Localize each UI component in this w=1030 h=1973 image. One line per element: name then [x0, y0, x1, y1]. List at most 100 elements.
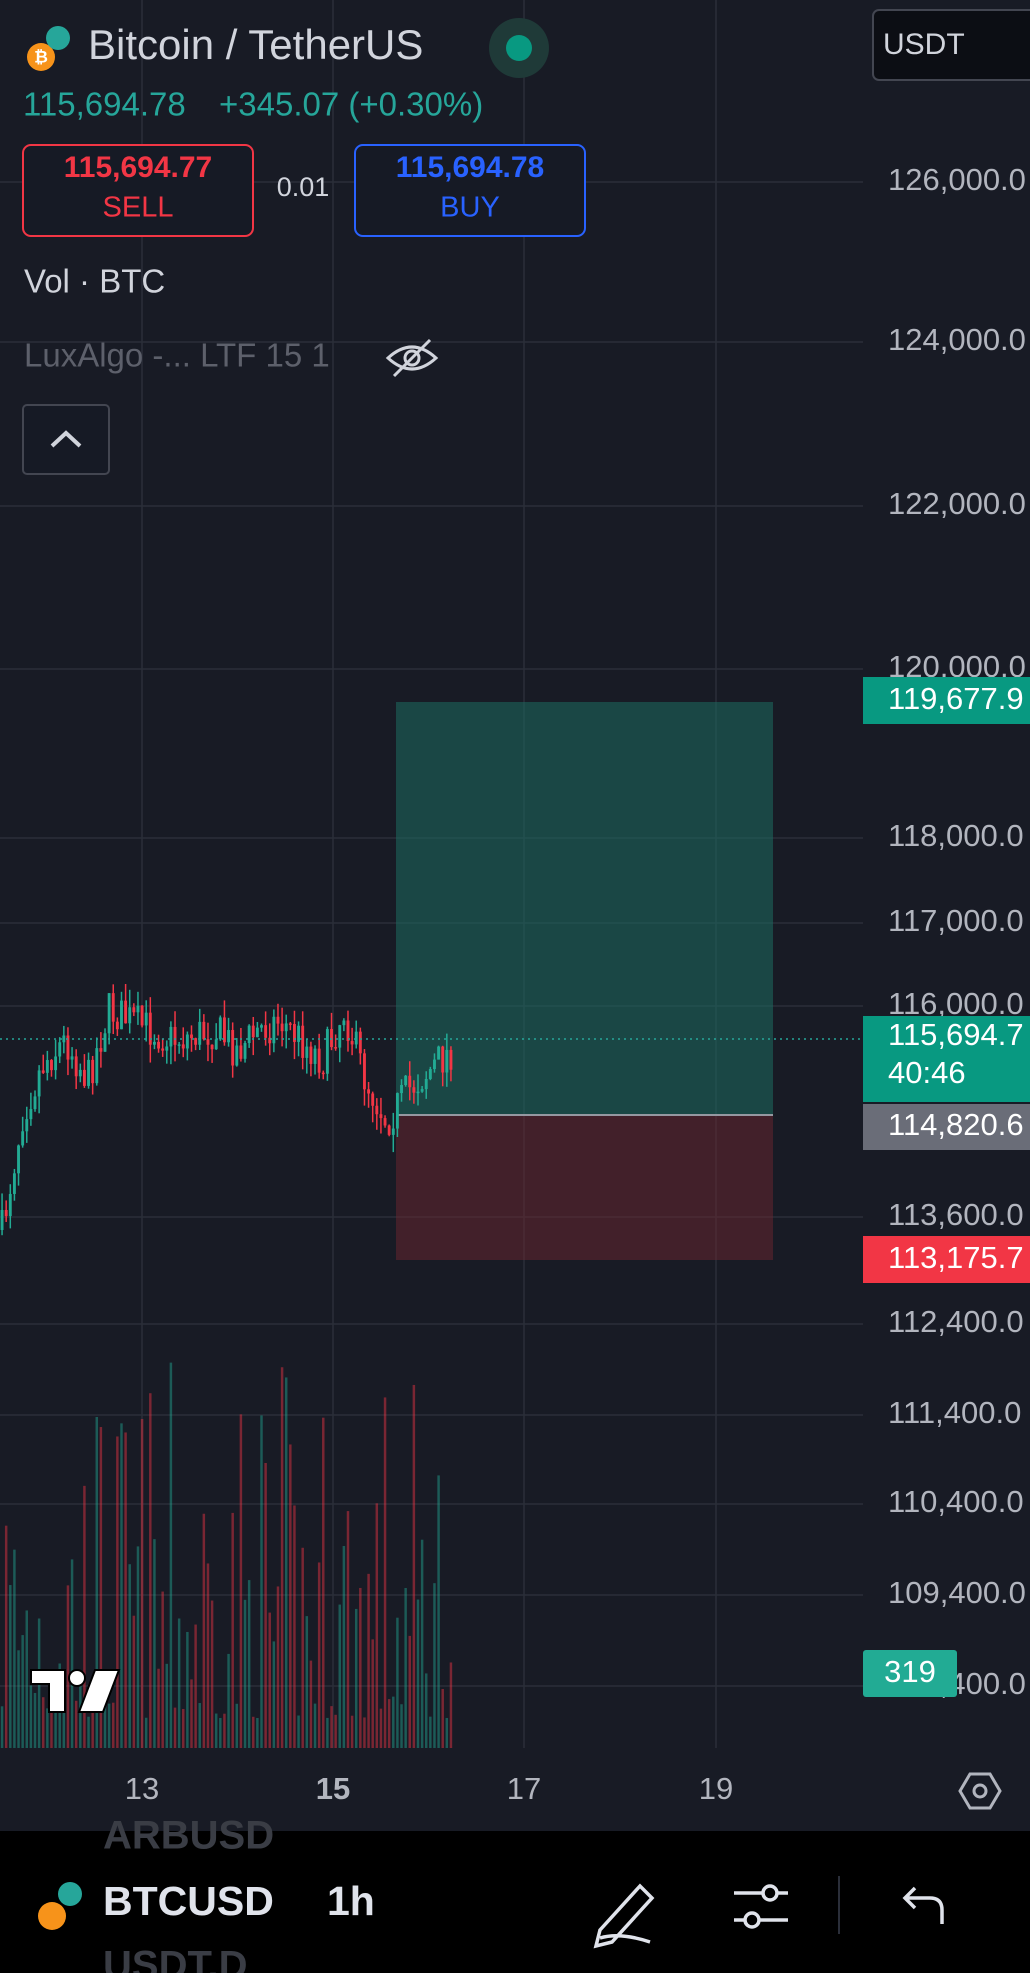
collapse-button[interactable]	[22, 404, 110, 475]
volume-bar	[359, 1587, 362, 1748]
candle-body	[358, 1031, 362, 1054]
current-tag	[863, 1016, 1030, 1102]
candle-body	[78, 1069, 82, 1077]
settings-button[interactable]	[958, 1772, 1002, 1810]
loss-zone[interactable]	[396, 1115, 773, 1260]
candle-body	[82, 1069, 86, 1086]
volume-bar	[0, 1706, 4, 1748]
candle-body	[62, 1035, 66, 1043]
volume-bar	[350, 1715, 354, 1748]
candle-body	[41, 1070, 45, 1073]
candle-body	[206, 1039, 210, 1045]
price-label: 126,000.0	[888, 162, 1026, 197]
volume-bar	[21, 1635, 24, 1748]
volume-bar	[153, 1539, 156, 1748]
volume-bar	[371, 1639, 374, 1748]
candle-body	[408, 1075, 412, 1088]
volume-bar	[54, 1711, 57, 1748]
volume-bar	[437, 1475, 440, 1748]
candle-body	[387, 1125, 391, 1135]
sell-price: 115,694.77	[64, 151, 213, 184]
drawing-tool-button[interactable]	[593, 1883, 655, 1949]
candle-body	[169, 1026, 173, 1047]
entry-price: 114,820.6	[888, 1107, 1024, 1142]
candle-body	[194, 1038, 198, 1045]
entry-tag	[863, 1104, 1030, 1150]
time-label: 19	[699, 1771, 733, 1806]
candle-body	[325, 1029, 329, 1074]
volume-bar	[375, 1503, 379, 1748]
volume-bar	[396, 1617, 399, 1748]
indicator-volume[interactable]: Vol · BTC	[24, 263, 165, 300]
symbol-title[interactable]: Bitcoin / TetherUS	[88, 21, 423, 68]
bar-countdown: 40:46	[888, 1055, 966, 1090]
volume-bar	[392, 1696, 395, 1748]
candle-body	[87, 1059, 90, 1086]
volume-bar	[107, 1703, 111, 1748]
target-price: 119,677.9	[888, 681, 1024, 716]
volume-bar	[424, 1673, 428, 1748]
volume-bar	[223, 1713, 226, 1748]
candle-body	[235, 1045, 239, 1066]
candle-body	[66, 1035, 70, 1060]
volume-bar	[103, 1701, 107, 1748]
candle-body	[276, 1016, 280, 1024]
current-price: 115,694.7	[888, 1017, 1024, 1052]
sell-button[interactable]	[22, 144, 254, 237]
candle-body	[54, 1056, 58, 1071]
candle-body	[243, 1043, 247, 1059]
next-symbol[interactable]: USDT.D	[103, 1944, 247, 1973]
candle-body	[210, 1044, 214, 1050]
candle-body	[21, 1131, 25, 1146]
indicators-button[interactable]	[734, 1884, 788, 1929]
volume-bar	[227, 1653, 230, 1748]
candle-body	[25, 1119, 29, 1132]
bitcoin-icon	[27, 43, 55, 71]
candle-body	[424, 1078, 428, 1090]
indicator-luxalgo[interactable]: LuxAlgo -... LTF 15 1	[24, 337, 330, 374]
candle-body	[288, 1023, 292, 1025]
time-label: 17	[507, 1771, 541, 1806]
candle-body	[222, 1017, 226, 1043]
price-label: 111,400.0	[888, 1395, 1021, 1430]
buy-button[interactable]	[354, 144, 586, 237]
candle-body	[148, 1012, 152, 1045]
volume-bar	[219, 1717, 222, 1748]
volume-bar	[268, 1612, 271, 1748]
interval-selector[interactable]: 1h	[327, 1878, 375, 1924]
candle-body	[45, 1060, 49, 1073]
price-change: +345.07 (+0.30%)	[219, 86, 483, 123]
previous-symbol[interactable]: ARBUSD	[103, 1814, 274, 1858]
stop-tag	[863, 1236, 1030, 1283]
candle-body	[400, 1085, 403, 1094]
candle-body	[227, 1030, 231, 1043]
currency-box[interactable]	[872, 9, 1030, 81]
undo-button[interactable]	[902, 1886, 944, 1924]
profit-zone[interactable]	[396, 702, 773, 1115]
candle-body	[198, 1021, 202, 1045]
volume-bar	[297, 1715, 300, 1748]
volume-bar	[313, 1703, 317, 1748]
bottom-bar	[0, 1831, 1030, 1973]
order-quantity[interactable]: 0.01	[277, 172, 330, 202]
candle-body	[37, 1070, 41, 1097]
volume-bar	[441, 1689, 444, 1748]
volume-bar	[429, 1716, 432, 1748]
volume-bar	[243, 1599, 247, 1748]
volume-bar	[50, 1683, 53, 1748]
candle-body	[251, 1025, 255, 1038]
candle-body	[404, 1075, 408, 1086]
market-status[interactable]	[506, 35, 532, 61]
price-axis: 126,000.0 124,000.0 122,000.0 120,000.0 …	[888, 162, 1026, 1701]
symbol-selector[interactable]: BTCUSD	[103, 1878, 274, 1924]
volume-bar	[144, 1717, 148, 1748]
volume-bar	[62, 1703, 66, 1748]
volume-bar	[136, 1546, 140, 1748]
candle-body	[70, 1056, 74, 1060]
volume-bar	[330, 1706, 333, 1748]
hidden-indicator-icon[interactable]	[385, 338, 439, 378]
candle-body	[313, 1048, 317, 1064]
volume-bar	[83, 1485, 86, 1748]
volume-bar	[132, 1615, 136, 1748]
